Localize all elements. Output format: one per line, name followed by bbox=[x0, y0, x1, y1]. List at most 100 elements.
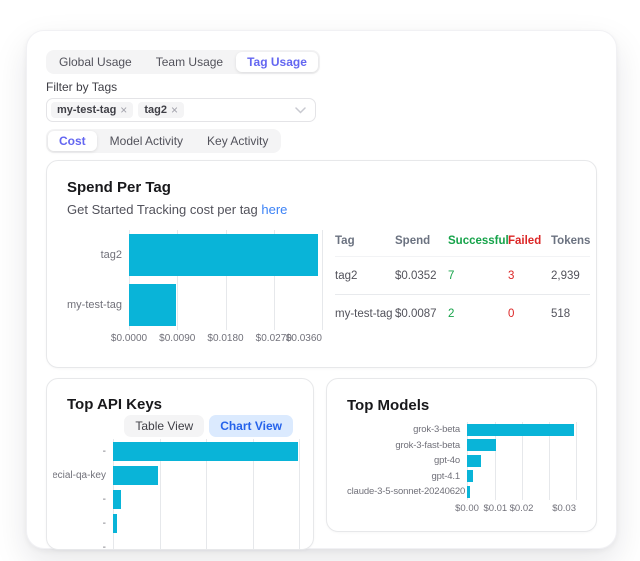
axis-tick-label: $0.02 bbox=[509, 502, 534, 514]
usage-tabs: Global Usage Team Usage Tag Usage bbox=[46, 50, 320, 74]
cell-successful: 2 bbox=[448, 294, 508, 332]
bar-my-test-tag bbox=[129, 284, 176, 326]
bar-tag2 bbox=[129, 234, 318, 276]
bar-special-qa-key bbox=[113, 465, 158, 485]
gridline bbox=[129, 230, 130, 330]
bar-track bbox=[113, 439, 299, 463]
top-models-card: Top Models grok-3-beta grok-3-fast-beta gp… bbox=[326, 378, 597, 532]
category-label: - bbox=[102, 541, 106, 550]
bar-track bbox=[467, 422, 576, 438]
gridline bbox=[548, 422, 550, 500]
gridline bbox=[273, 230, 275, 330]
gridline bbox=[521, 422, 523, 500]
bar-grok-3-fast-beta bbox=[467, 439, 497, 452]
bar-gpt-4-1 bbox=[467, 470, 474, 483]
chevron-down-icon[interactable] bbox=[295, 106, 306, 114]
chart-row: my-test-tag bbox=[67, 280, 322, 330]
bar-track bbox=[113, 511, 299, 535]
cell-spend: $0.0352 bbox=[395, 270, 437, 282]
cell-spend: $0.0087 bbox=[395, 294, 448, 332]
gridline bbox=[252, 439, 254, 549]
category-label: - bbox=[102, 493, 106, 505]
chart-row: gpt-4.1 bbox=[347, 469, 576, 485]
tab-global-usage[interactable]: Global Usage bbox=[48, 52, 143, 72]
gridline bbox=[225, 230, 227, 330]
card-title: Spend Per Tag bbox=[67, 179, 171, 196]
tab-team-usage[interactable]: Team Usage bbox=[145, 52, 234, 72]
category-label: - bbox=[102, 445, 106, 457]
table-view-button[interactable]: Table View bbox=[124, 415, 205, 437]
cost-tabs: Cost Model Activity Key Activity bbox=[46, 129, 282, 153]
chart-row: - bbox=[53, 511, 299, 535]
bar-track bbox=[129, 280, 322, 330]
cell-tokens: 2,939 bbox=[551, 270, 580, 282]
cell-successful: 7 bbox=[448, 270, 455, 282]
chart-row: claude-3-5-sonnet-20240620 bbox=[347, 484, 576, 500]
tab-cost[interactable]: Cost bbox=[48, 131, 97, 151]
axis-tick-label: $0.03 bbox=[552, 502, 576, 514]
category-label: - bbox=[102, 517, 106, 529]
category-label: gpt-4.1 bbox=[431, 470, 460, 482]
chip-remove-icon[interactable]: × bbox=[120, 103, 128, 117]
card-subtitle: Get Started Tracking cost per tag here bbox=[67, 202, 576, 218]
bar-row-2 bbox=[113, 489, 122, 509]
view-toggle: Table View Chart View bbox=[67, 415, 293, 437]
chart-row: - bbox=[53, 439, 299, 463]
tag-chip-my-test-tag: my-test-tag × bbox=[51, 102, 134, 118]
chart-row: grok-3-fast-beta bbox=[347, 438, 576, 454]
tab-key-activity[interactable]: Key Activity bbox=[196, 131, 279, 151]
category-label: grok-3-fast-beta bbox=[395, 439, 460, 451]
chart-row: grok-3-beta bbox=[347, 422, 576, 438]
gridline bbox=[159, 439, 161, 549]
bar-track bbox=[467, 453, 576, 469]
category-label: my-test-tag bbox=[67, 299, 123, 311]
bar-row-0 bbox=[113, 441, 299, 461]
tag-filter-select[interactable]: my-test-tag × tag2 × bbox=[46, 98, 316, 122]
category-label: gpt-4o bbox=[433, 455, 460, 467]
card-title: Top Models bbox=[347, 397, 430, 414]
card-title: Top API Keys bbox=[67, 396, 163, 413]
tab-model-activity[interactable]: Model Activity bbox=[99, 131, 194, 151]
x-axis: $0.00 $0.01 $0.02 $0.03 bbox=[455, 500, 576, 517]
gridline bbox=[177, 230, 179, 330]
category-label: special-qa-key bbox=[53, 469, 106, 481]
chart-row: gpt-4o bbox=[347, 453, 576, 469]
cell-tag: tag2 bbox=[335, 270, 358, 282]
axis-tick-label: $0.0360 bbox=[285, 333, 322, 344]
spend-per-tag-chart: tag2 my-test-tag $0.0000 $0.0090 $0.0180 $0.0… bbox=[67, 230, 323, 350]
cell-failed: 3 bbox=[508, 270, 515, 282]
axis-tick-label: $0.0090 bbox=[159, 333, 196, 344]
axis-tick-label: $0.00 bbox=[455, 502, 479, 514]
filter-by-tags-label: Filter by Tags bbox=[46, 80, 118, 94]
category-label: grok-3-beta bbox=[413, 424, 460, 436]
bar-track bbox=[113, 487, 299, 511]
top-api-keys-chart: - special-qa-key - - - bbox=[53, 439, 300, 550]
chart-gridlines bbox=[129, 230, 323, 330]
chart-row: - bbox=[53, 487, 299, 511]
column-header-failed: Failed bbox=[508, 230, 551, 257]
selected-tags: my-test-tag × tag2 × bbox=[51, 102, 184, 118]
cell-tag: my-test-tag bbox=[335, 294, 395, 332]
gridline bbox=[495, 422, 497, 500]
dashboard-panel: Global Usage Team Usage Tag Usage Filter b… bbox=[26, 30, 617, 550]
spend-content: tag2 my-test-tag $0.0000 $0.0090 $0.0180 $0.0… bbox=[67, 230, 591, 350]
tag-chip-label: my-test-tag bbox=[57, 104, 117, 116]
category-label: tag2 bbox=[100, 249, 122, 261]
chart-view-button[interactable]: Chart View bbox=[209, 415, 293, 437]
bar-claude-3-5-sonnet-20240620 bbox=[467, 485, 470, 498]
chip-remove-icon[interactable]: × bbox=[170, 103, 178, 117]
tab-tag-usage[interactable]: Tag Usage bbox=[236, 52, 318, 72]
gridline bbox=[299, 439, 300, 549]
bar-track bbox=[129, 230, 322, 280]
spend-per-tag-card: Spend Per Tag Get Started Tracking cost … bbox=[46, 160, 597, 368]
bar-gpt-4o bbox=[467, 454, 482, 467]
bar-track bbox=[113, 463, 299, 487]
top-models-chart: grok-3-beta grok-3-fast-beta gpt-4o gpt-4.1… bbox=[347, 422, 577, 517]
bar-track bbox=[467, 484, 576, 500]
bar-track bbox=[467, 469, 576, 485]
here-link[interactable]: here bbox=[261, 202, 288, 217]
x-axis: $0.0000 $0.0090 $0.0180 $0.0270 $0.0360 bbox=[111, 330, 322, 350]
chart-row: tag2 bbox=[67, 230, 322, 280]
